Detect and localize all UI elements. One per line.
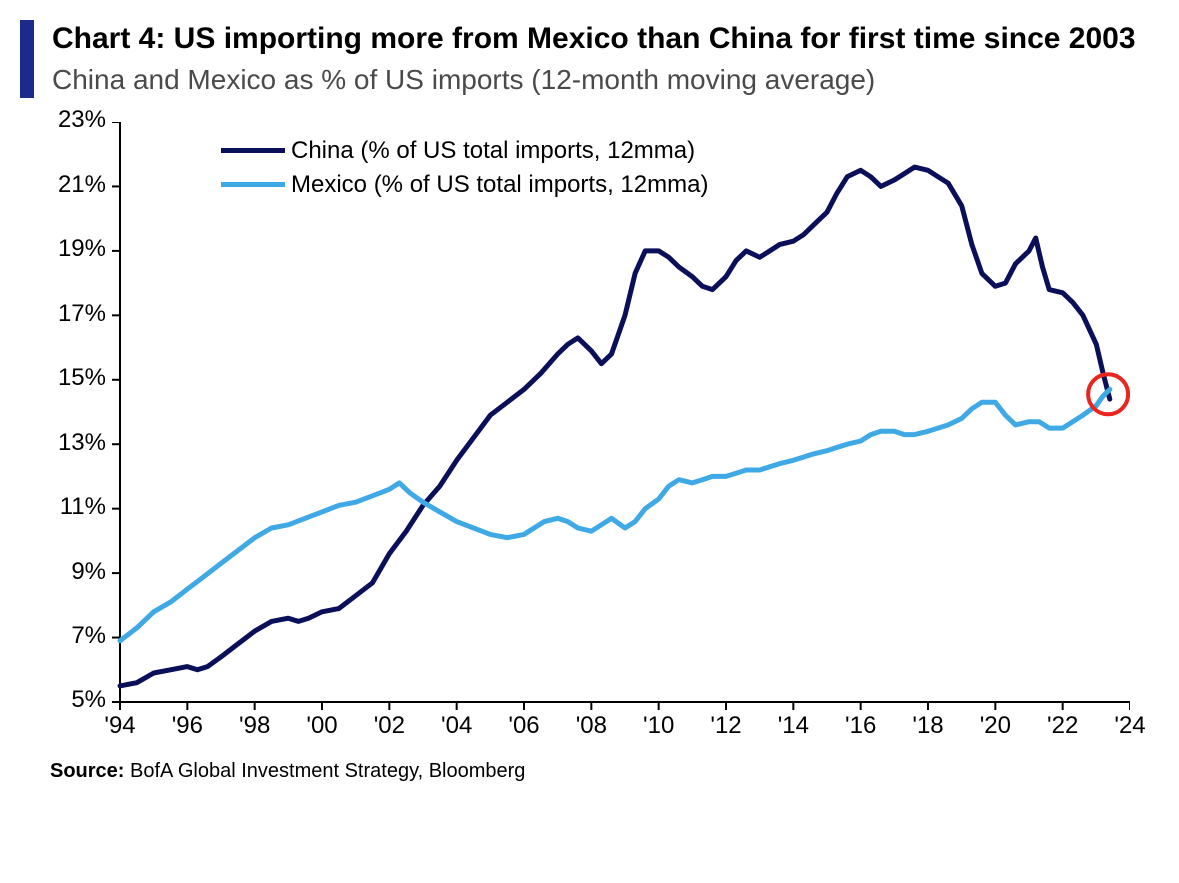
series-line-1 bbox=[120, 389, 1110, 640]
titles: Chart 4: US importing more from Mexico t… bbox=[52, 20, 1139, 98]
series-line-0 bbox=[120, 167, 1110, 686]
source-label: Source: bbox=[50, 760, 124, 782]
legend-item: Mexico (% of US total imports, 12mma) bbox=[221, 168, 708, 202]
source-line: Source: BofA Global Investment Strategy,… bbox=[50, 760, 1139, 783]
chart-title: Chart 4: US importing more from Mexico t… bbox=[52, 20, 1139, 58]
legend-item: China (% of US total imports, 12mma) bbox=[221, 134, 708, 168]
title-block: Chart 4: US importing more from Mexico t… bbox=[20, 20, 1139, 98]
legend-swatch bbox=[221, 182, 285, 187]
chart-subtitle: China and Mexico as % of US imports (12-… bbox=[52, 62, 1139, 98]
plot-area: 5%7%9%11%13%15%17%19%21%23%'94'96'98'00'… bbox=[40, 122, 1130, 742]
source-text: BofA Global Investment Strategy, Bloombe… bbox=[130, 760, 525, 782]
chart-svg bbox=[40, 122, 1130, 742]
chart-page: Chart 4: US importing more from Mexico t… bbox=[0, 0, 1179, 883]
accent-bar bbox=[20, 20, 34, 98]
legend-label: China (% of US total imports, 12mma) bbox=[291, 137, 695, 165]
legend-swatch bbox=[221, 148, 285, 153]
legend-label: Mexico (% of US total imports, 12mma) bbox=[291, 171, 708, 199]
legend: China (% of US total imports, 12mma) Mexi… bbox=[221, 134, 708, 202]
